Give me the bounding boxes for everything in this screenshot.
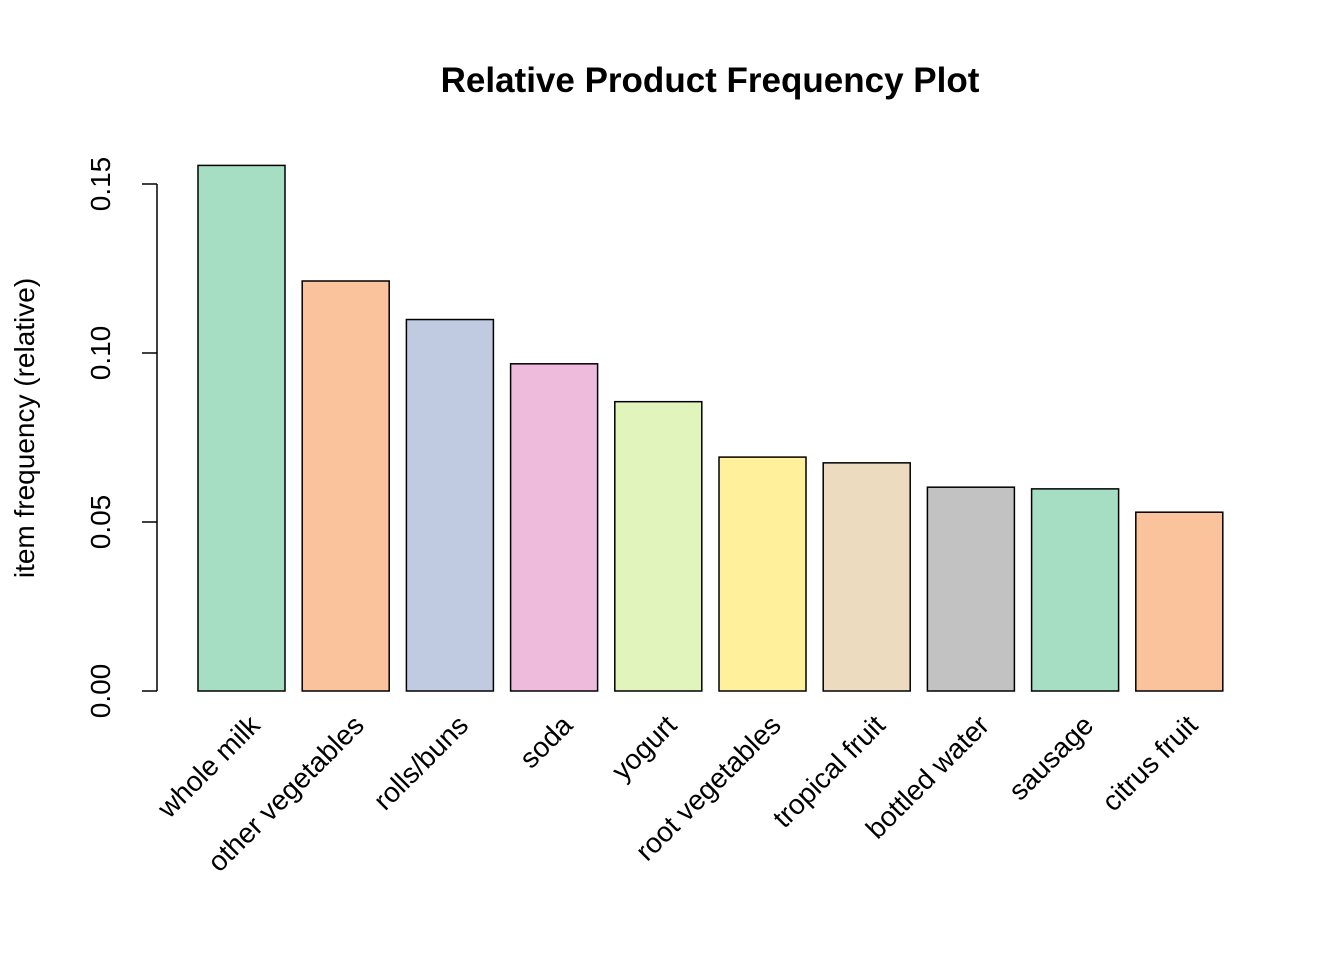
x-tick-label: sausage — [1003, 709, 1100, 806]
bars-group — [197, 164, 1224, 692]
y-tick-label: 0.10 — [85, 326, 116, 381]
y-tick-label: 0.00 — [85, 664, 116, 719]
bar-sausage — [1030, 488, 1120, 692]
x-tick-label: rolls/buns — [367, 709, 474, 816]
y-axis-label: item frequency (relative) — [9, 278, 40, 578]
x-tick-label: citrus fruit — [1096, 709, 1204, 817]
x-tick-label: yogurt — [606, 709, 683, 786]
y-axis: 0.00 0.05 0.10 0.15 — [85, 157, 158, 719]
x-tick-label: soda — [513, 709, 578, 774]
y-tick-label: 0.15 — [85, 157, 116, 212]
bar-rolls-buns — [405, 318, 495, 692]
bar-citrus-fruit — [1135, 511, 1224, 692]
bar-yogurt — [614, 400, 703, 692]
bar-whole-milk — [197, 164, 286, 692]
bar-tropical-fruit — [822, 462, 911, 692]
bar-other-vegetables — [301, 280, 390, 692]
y-tick-label: 0.05 — [85, 495, 116, 550]
chart-title: Relative Product Frequency Plot — [441, 61, 980, 100]
bar-bottled-water — [926, 486, 1016, 692]
bar-soda — [509, 363, 599, 692]
bar-root-vegetables — [718, 456, 807, 692]
